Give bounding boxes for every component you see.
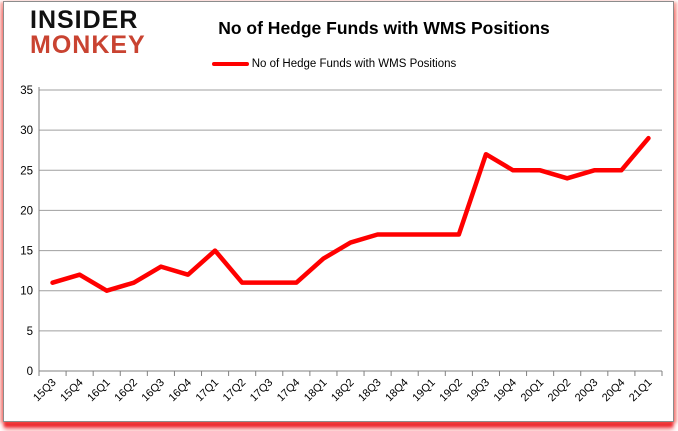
x-axis-label: 18Q4 xyxy=(383,377,411,405)
y-axis-label: 15 xyxy=(20,246,33,258)
y-axis-label: 0 xyxy=(27,366,33,378)
x-axis-label: 18Q3 xyxy=(356,377,384,405)
y-axis-label: 5 xyxy=(27,326,33,338)
x-axis-label: 15Q4 xyxy=(58,377,86,405)
x-axis-label: 20Q4 xyxy=(600,377,628,405)
x-axis-label: 16Q3 xyxy=(139,377,167,405)
x-axis-label: 17Q3 xyxy=(248,377,276,405)
x-axis-label: 17Q2 xyxy=(221,377,249,405)
x-axis-label: 16Q2 xyxy=(112,377,140,405)
y-axis-label: 35 xyxy=(20,85,33,97)
y-axis-label: 25 xyxy=(20,165,33,177)
y-axis-label: 10 xyxy=(20,286,33,298)
y-axis-label: 30 xyxy=(20,125,33,137)
legend-line-swatch xyxy=(211,61,249,67)
y-axis-label: 20 xyxy=(20,205,33,217)
x-axis-label: 21Q1 xyxy=(627,377,655,405)
x-axis-label: 19Q3 xyxy=(465,377,493,405)
data-series-line xyxy=(50,135,651,293)
chart-card: INSIDER MONKEY No of Hedge Funds with WM… xyxy=(3,1,674,422)
legend-label: No of Hedge Funds with WMS Positions xyxy=(251,58,457,70)
x-axis-label: 19Q2 xyxy=(437,377,465,405)
insider-monkey-logo: INSIDER MONKEY xyxy=(30,8,146,57)
x-axis-label: 18Q1 xyxy=(302,377,330,405)
x-axis-label: 20Q1 xyxy=(519,377,547,405)
x-axis-label: 20Q2 xyxy=(546,377,574,405)
x-axis-label: 20Q3 xyxy=(573,377,601,405)
logo-text-monkey: MONKEY xyxy=(30,30,146,59)
x-axis-label: 17Q4 xyxy=(275,377,303,405)
x-axis-label: 18Q2 xyxy=(329,377,357,405)
x-axis-label: 19Q4 xyxy=(492,377,520,405)
logo-text-insider: INSIDER xyxy=(30,6,139,34)
x-axis-label: 16Q4 xyxy=(167,377,195,405)
x-axis-label: 16Q1 xyxy=(85,377,113,405)
x-axis-label: 17Q1 xyxy=(194,377,222,405)
x-axis-label: 19Q1 xyxy=(410,377,438,405)
x-axis-label: 15Q3 xyxy=(31,377,59,405)
chart-title: No of Hedge Funds with WMS Positions xyxy=(218,18,550,38)
chart-legend: No of Hedge Funds with WMS Positions xyxy=(34,58,634,70)
